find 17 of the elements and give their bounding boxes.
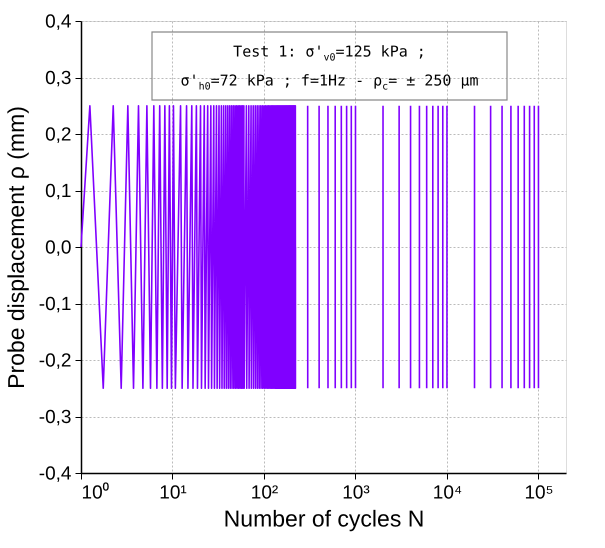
y-tick-label: -0,2 <box>38 350 72 372</box>
y-tick-label: 0,2 <box>45 124 72 146</box>
x-tick-label: 10² <box>250 482 278 504</box>
y-tick-label: 0,1 <box>45 181 72 202</box>
y-tick-label: 0,4 <box>45 12 72 32</box>
x-tick-label: 10¹ <box>159 482 187 504</box>
x-tick-label: 10⁰ <box>82 482 110 504</box>
y-tick-label: -0,1 <box>38 294 72 315</box>
y-tick-label: -0,4 <box>38 464 72 484</box>
x-axis-title: Number of cycles N <box>224 506 424 532</box>
y-tick-label: 0,3 <box>45 68 72 89</box>
x-tick-label: 10⁵ <box>524 482 554 504</box>
x-tick-label: 10⁴ <box>432 482 462 504</box>
y-tick-label: -0,3 <box>38 407 72 428</box>
y-tick-label: 0,0 <box>45 238 72 258</box>
y-axis-title: Probe displacement ρ (mm) <box>2 106 29 389</box>
x-tick-label: 10³ <box>342 482 370 504</box>
